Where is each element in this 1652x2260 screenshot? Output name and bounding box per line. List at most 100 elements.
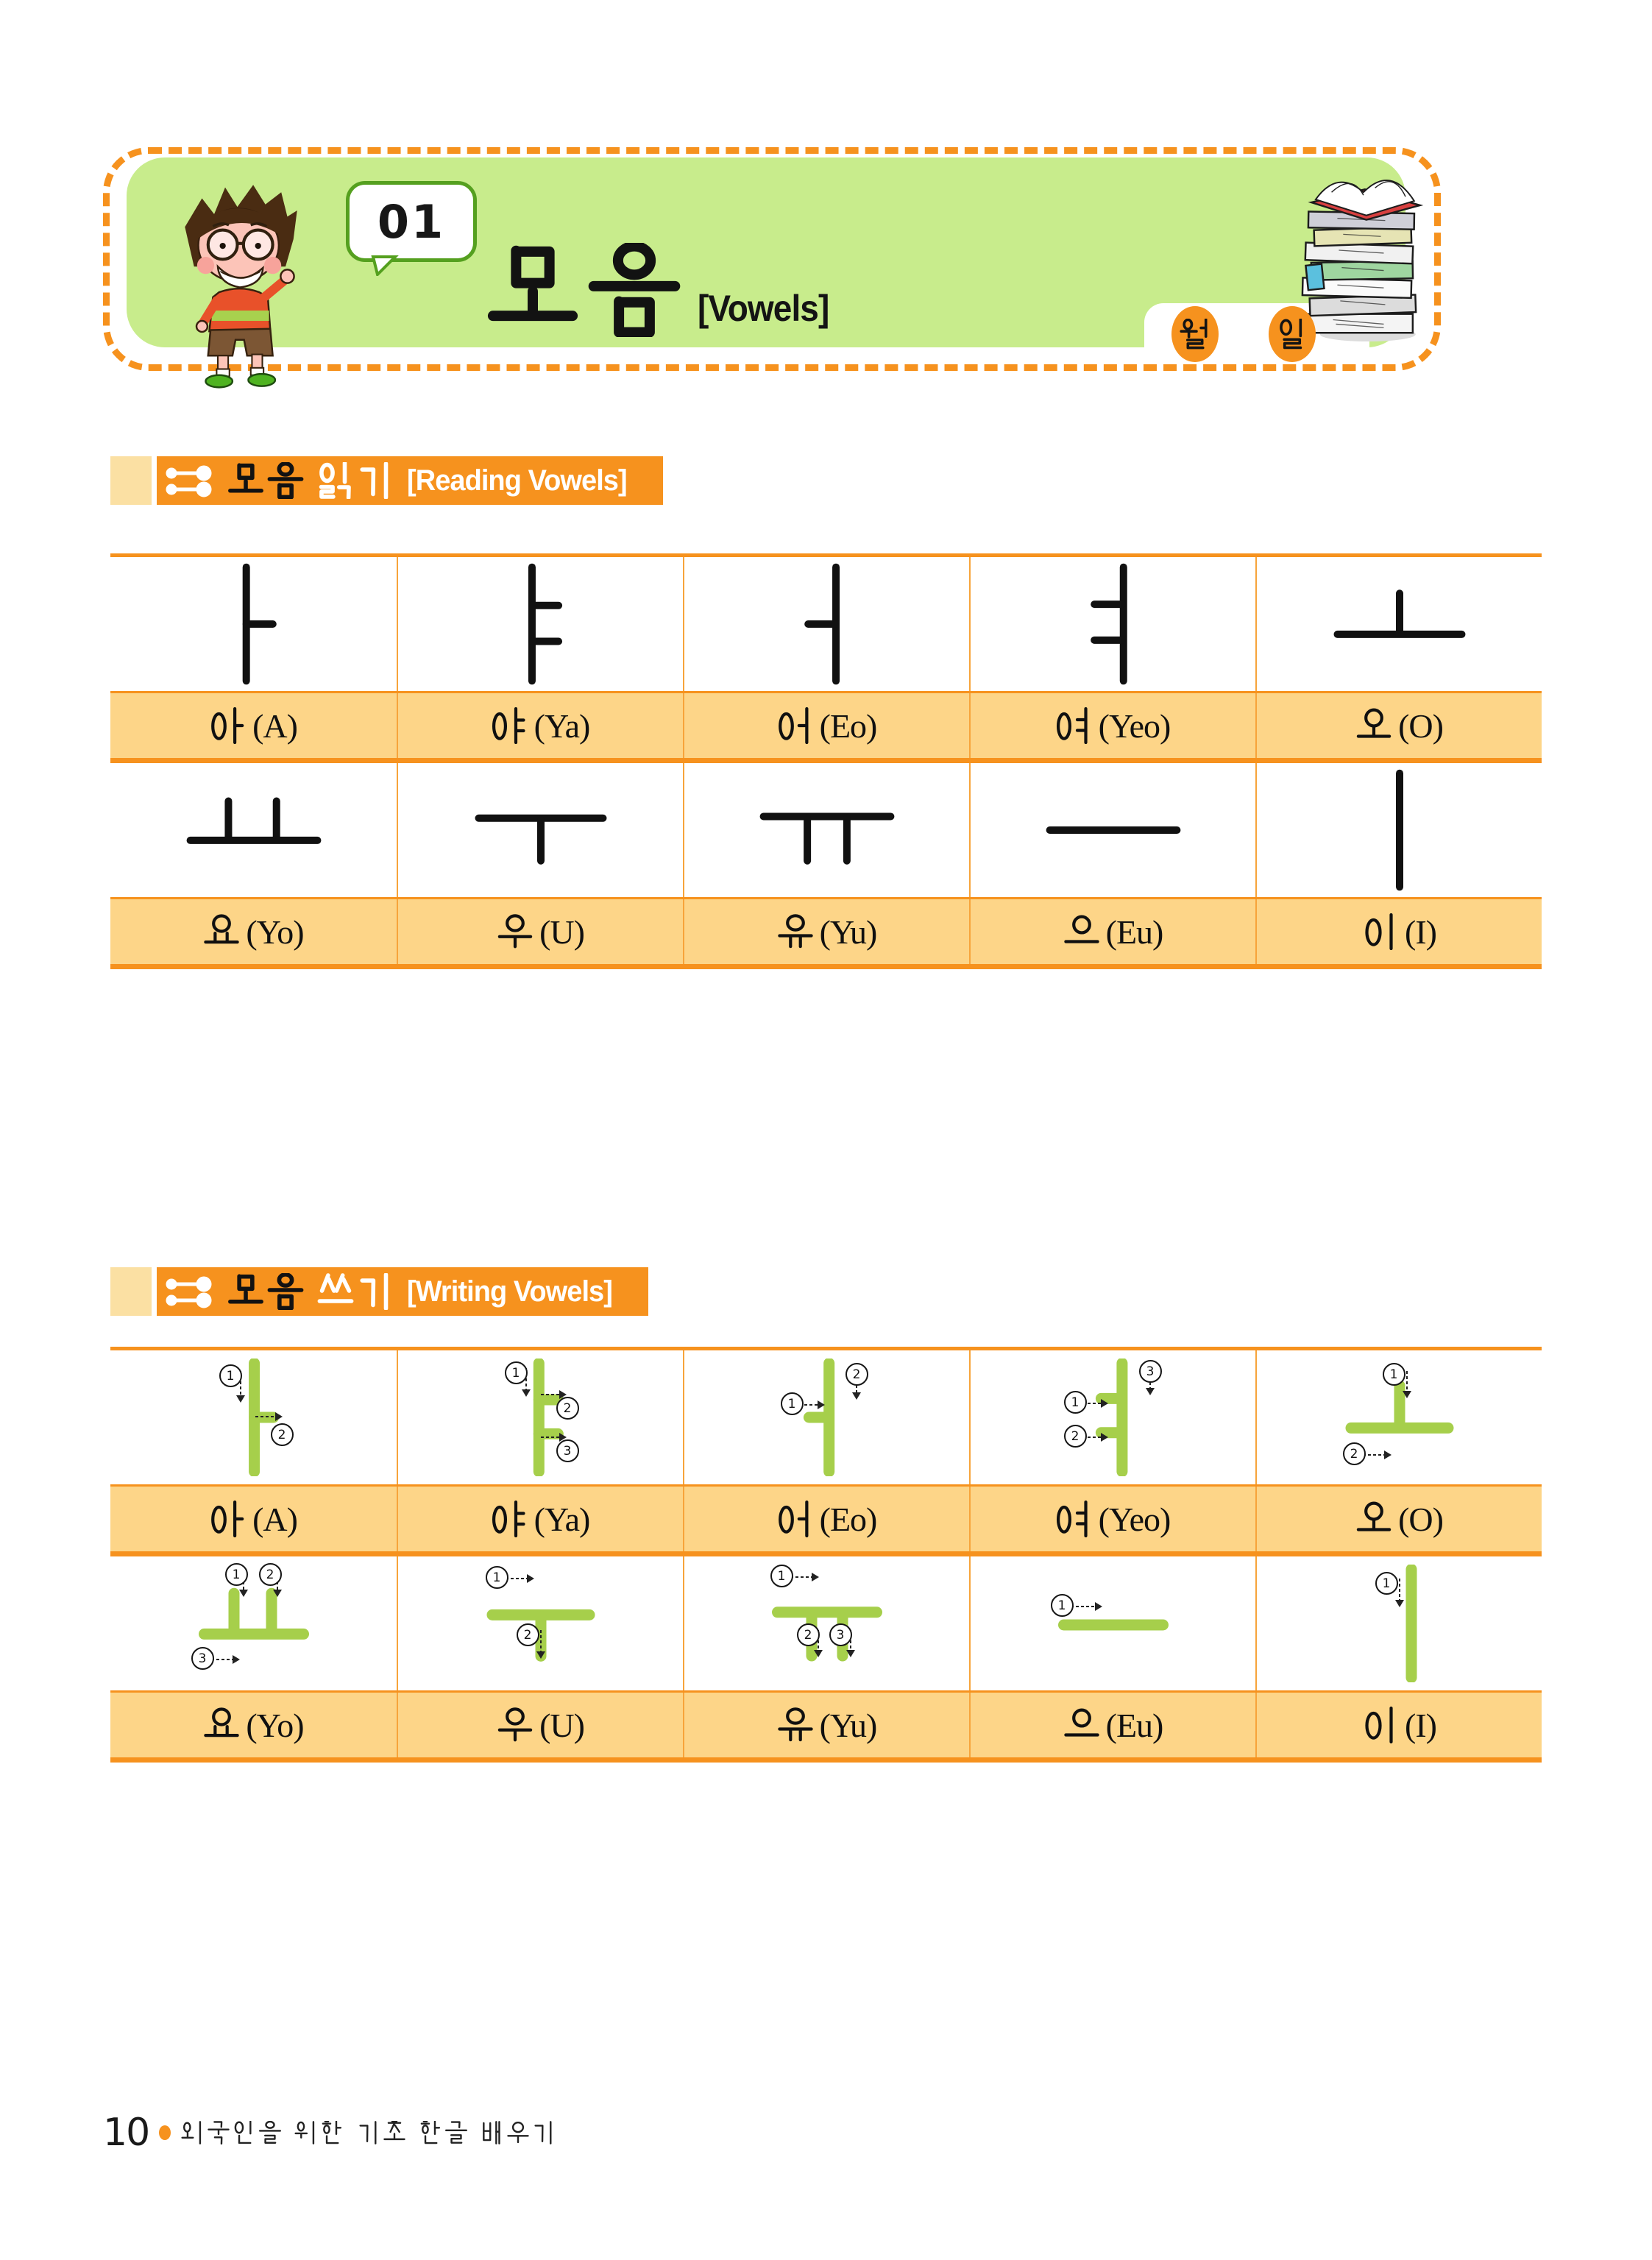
vowel-label-cell: (A): [110, 1487, 397, 1551]
stroke-number-badge: 1: [780, 1392, 804, 1415]
stroke-number-badge: 2: [516, 1623, 539, 1646]
hangul-glyph-으: [1063, 915, 1099, 943]
reading-vowel-cell-ㅑ: [397, 557, 683, 691]
romanization-label: (Yu): [819, 1706, 878, 1744]
hangul-glyph-배: [483, 2121, 500, 2144]
hangul-glyph-여: [1056, 707, 1088, 744]
hangul-glyph-일: [1280, 319, 1302, 350]
section-title-bar: [Reading Vowels]: [157, 456, 664, 505]
stroke-direction-arrow: [798, 1400, 825, 1409]
jamo-glyph-ㅓ: [800, 1359, 846, 1476]
section-title-english: [Reading Vowels]: [407, 464, 628, 497]
vowel-label-cell: (Yo): [110, 899, 397, 964]
stroke-number-badge: 1: [1375, 1572, 1398, 1595]
stroke-number-badge: 1: [1050, 1594, 1074, 1617]
stroke-number-badge: 3: [556, 1439, 579, 1462]
stroke-number-badge: 2: [258, 1563, 282, 1586]
romanization-label: (Ya): [533, 1500, 591, 1538]
hangul-glyph-우: [507, 2121, 529, 2144]
stroke-direction-arrow: [1082, 1433, 1108, 1442]
jamo-glyph-ㅑ: [522, 1359, 568, 1476]
vowel-label-cell: (Eu): [969, 1693, 1255, 1757]
reading-vowel-cell-ㅣ: [1255, 763, 1542, 897]
speech-bubble-tail: [371, 255, 399, 276]
jamo-glyph-ㅏ: [222, 562, 286, 686]
book-stack-illustration: [1301, 180, 1424, 342]
reading-vowel-cell-ㅓ: [683, 557, 969, 691]
branch-dots-icon: [166, 465, 212, 497]
hangul-glyph-음: [267, 462, 304, 499]
vowel-label-cell: (Ya): [397, 693, 683, 758]
romanization-label: (Yo): [246, 913, 304, 951]
stroke-direction-arrow: [1362, 1450, 1392, 1459]
hangul-glyph-음: [267, 1273, 304, 1310]
romanization-label: (Eo): [819, 1500, 878, 1538]
writing-section-bar: [Writing Vowels]: [110, 1267, 648, 1316]
reading-vowel-cell-ㅠ: [683, 763, 969, 897]
writing-vowel-cell-ㅑ: 1 2 3: [397, 1350, 683, 1484]
footer-book-title: [181, 2121, 556, 2144]
romanization-label: (Yo): [246, 1706, 304, 1744]
vowel-label-cell: (Ya): [397, 1487, 683, 1551]
stroke-direction-arrow: [846, 1630, 855, 1657]
page-number: 10: [103, 2111, 150, 2155]
jamo-glyph-ㅛ: [199, 1579, 309, 1668]
vowel-label-cell: (U): [397, 1693, 683, 1757]
hangul-glyph-야: [492, 1501, 525, 1537]
writing-vowel-cell-ㅡ: 1: [969, 1556, 1255, 1690]
romanization-label: (O): [1398, 1500, 1444, 1538]
stroke-order-diagram-ㅑ: 1 2 3: [449, 1353, 633, 1482]
section-title-korean-main: [227, 1273, 304, 1310]
stroke-direction-arrow: [1394, 1579, 1404, 1607]
jamo-glyph-ㅕ: [1082, 562, 1145, 686]
reading-vowel-cell-ㅗ: [1255, 557, 1542, 691]
stroke-number-badge: 3: [1138, 1360, 1162, 1383]
romanization-label: (U): [539, 913, 585, 951]
hangul-glyph-으: [1063, 1708, 1099, 1737]
stroke-number-badge: 2: [1063, 1425, 1087, 1448]
stroke-number-badge: 1: [504, 1361, 528, 1384]
hangul-glyph-여: [1056, 1501, 1088, 1537]
stroke-number-badge: 3: [191, 1647, 214, 1670]
stroke-number-badge: 1: [224, 1563, 248, 1586]
vowel-label-cell: (Eo): [683, 693, 969, 758]
hangul-glyph-국: [208, 2121, 230, 2144]
hangul-glyph-기: [534, 2121, 552, 2144]
stroke-order-diagram-ㅣ: 1: [1308, 1559, 1492, 1688]
vowel-label-cell: (Yu): [683, 899, 969, 964]
romanization-label: (I): [1405, 1706, 1437, 1744]
stroke-direction-arrow: [1082, 1399, 1108, 1408]
hangul-glyph-을: [259, 2121, 282, 2144]
section-title-korean-accent: [317, 462, 394, 499]
stroke-number-badge: 1: [219, 1364, 242, 1387]
stroke-number-badge: 1: [770, 1565, 793, 1587]
romanization-label: (Eo): [819, 706, 878, 745]
vowel-label-cell: (I): [1255, 1693, 1542, 1757]
reading-vowels-table: (A) (Ya) (Eo) (Yeo) (O) (Yo) (U) (Yu) (Eu) (I): [110, 553, 1542, 969]
writing-vowel-cell-ㅣ: 1: [1255, 1556, 1542, 1690]
stroke-direction-arrow: [813, 1630, 823, 1657]
jamo-glyph-ㅠ: [772, 1584, 882, 1668]
stroke-number-badge: 2: [1342, 1442, 1366, 1465]
hangul-glyph-기: [358, 2121, 377, 2144]
hangul-glyph-한: [322, 2121, 342, 2144]
jamo-glyph-ㅕ: [1092, 1359, 1138, 1476]
vowel-label-cell: (O): [1255, 1487, 1542, 1551]
stroke-order-diagram-ㅕ: 1 2 3: [1021, 1353, 1205, 1482]
stroke-number-badge: 1: [485, 1566, 508, 1589]
hangul-glyph-어: [778, 707, 809, 744]
romanization-label: (Eu): [1105, 1706, 1164, 1744]
lesson-header-border: [103, 147, 1441, 371]
reading-section-bar: [Reading Vowels]: [110, 456, 664, 505]
stroke-direction-arrow: [505, 1574, 534, 1583]
section-title-bar: [Writing Vowels]: [157, 1267, 648, 1316]
reading-vowel-cell-ㅛ: [110, 763, 397, 897]
vowel-label-cell: (Eo): [683, 1487, 969, 1551]
jamo-glyph-ㅓ: [795, 562, 859, 686]
